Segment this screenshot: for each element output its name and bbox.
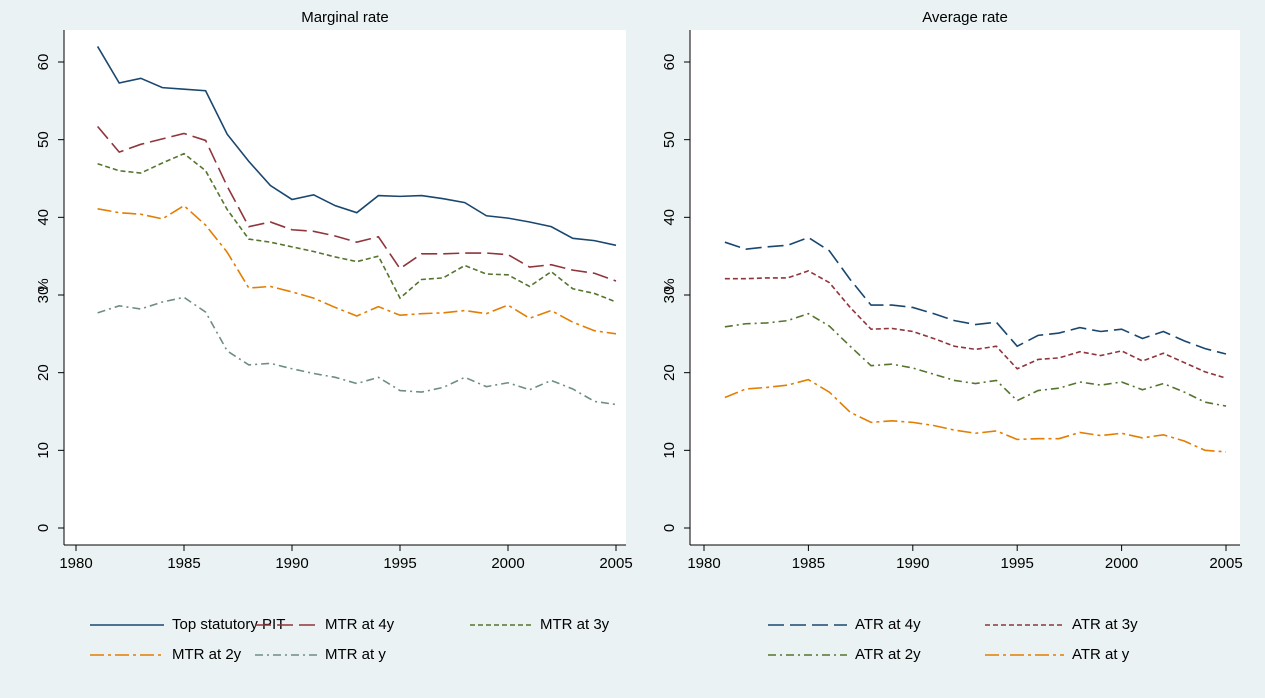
y-axis-title: % <box>35 278 52 291</box>
legend-label: ATR at 3y <box>1072 616 1138 633</box>
legend-label: ATR at y <box>1072 646 1130 663</box>
plot-area <box>690 30 1240 545</box>
y-tick-label: 50 <box>661 131 678 148</box>
panel-title: Marginal rate <box>301 9 389 26</box>
y-tick-label: 20 <box>35 364 52 381</box>
x-tick-label: 1990 <box>275 555 308 572</box>
legend-label: MTR at y <box>325 646 386 663</box>
legend-label: MTR at 4y <box>325 616 395 633</box>
y-tick-label: 60 <box>661 54 678 71</box>
legend-label: Top statutory PIT <box>172 616 285 633</box>
y-tick-label: 0 <box>35 524 52 532</box>
line-series <box>724 270 1227 379</box>
line-series <box>97 152 617 303</box>
x-tick-label: 2000 <box>1105 555 1138 572</box>
y-tick-label: 0 <box>661 524 678 532</box>
x-tick-label: 1980 <box>687 555 720 572</box>
x-tick-label: 1990 <box>896 555 929 572</box>
legend-label: ATR at 2y <box>855 646 921 663</box>
y-axis-title: % <box>661 278 678 291</box>
x-tick-label: 1995 <box>383 555 416 572</box>
y-tick-label: 10 <box>661 442 678 459</box>
x-tick-label: 2005 <box>1209 555 1242 572</box>
plot-area <box>64 30 626 545</box>
line-series <box>724 236 1227 355</box>
legend-label: MTR at 2y <box>172 646 242 663</box>
y-tick-label: 60 <box>35 54 52 71</box>
y-tick-label: 20 <box>661 364 678 381</box>
x-tick-label: 1980 <box>59 555 92 572</box>
x-tick-label: 1995 <box>1001 555 1034 572</box>
legend-label: ATR at 4y <box>855 616 921 633</box>
x-tick-label: 1985 <box>792 555 825 572</box>
x-tick-label: 2005 <box>599 555 632 572</box>
legend-label: MTR at 3y <box>540 616 610 633</box>
y-tick-label: 50 <box>35 131 52 148</box>
y-tick-label: 10 <box>35 442 52 459</box>
y-tick-label: 40 <box>661 209 678 226</box>
line-series <box>724 378 1227 453</box>
line-series <box>97 204 617 335</box>
line-series <box>96 125 617 282</box>
y-tick-label: 30 <box>35 287 52 304</box>
line-series <box>96 46 617 247</box>
x-tick-label: 1985 <box>167 555 200 572</box>
y-tick-label: 40 <box>35 209 52 226</box>
panel-title: Average rate <box>922 9 1008 26</box>
x-tick-label: 2000 <box>491 555 524 572</box>
line-series <box>724 312 1227 407</box>
y-tick-label: 30 <box>661 287 678 304</box>
